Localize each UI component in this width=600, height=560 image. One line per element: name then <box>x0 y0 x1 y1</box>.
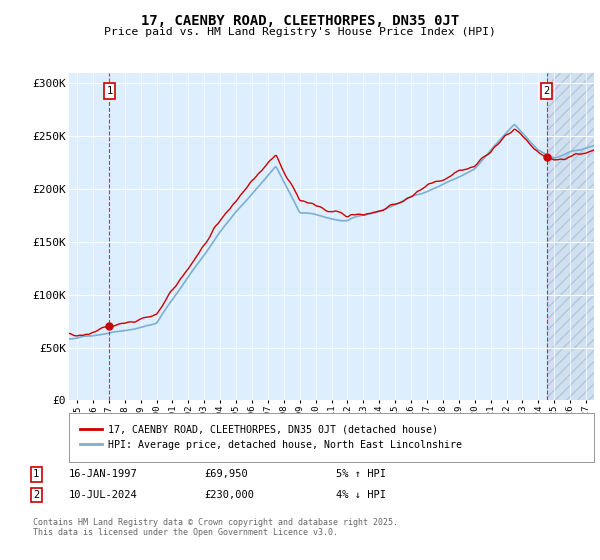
Text: 5% ↑ HPI: 5% ↑ HPI <box>336 469 386 479</box>
Text: 4% ↓ HPI: 4% ↓ HPI <box>336 490 386 500</box>
Text: £69,950: £69,950 <box>204 469 248 479</box>
Text: 1: 1 <box>33 469 39 479</box>
Text: 2: 2 <box>33 490 39 500</box>
Text: 16-JAN-1997: 16-JAN-1997 <box>69 469 138 479</box>
Text: 10-JUL-2024: 10-JUL-2024 <box>69 490 138 500</box>
Text: £230,000: £230,000 <box>204 490 254 500</box>
Text: 2: 2 <box>544 86 550 96</box>
Text: 17, CAENBY ROAD, CLEETHORPES, DN35 0JT: 17, CAENBY ROAD, CLEETHORPES, DN35 0JT <box>141 14 459 28</box>
Legend: 17, CAENBY ROAD, CLEETHORPES, DN35 0JT (detached house), HPI: Average price, det: 17, CAENBY ROAD, CLEETHORPES, DN35 0JT (… <box>74 419 468 456</box>
Text: 1: 1 <box>106 86 113 96</box>
Text: Contains HM Land Registry data © Crown copyright and database right 2025.
This d: Contains HM Land Registry data © Crown c… <box>33 518 398 538</box>
Text: Price paid vs. HM Land Registry's House Price Index (HPI): Price paid vs. HM Land Registry's House … <box>104 27 496 37</box>
Bar <box>547 73 594 400</box>
